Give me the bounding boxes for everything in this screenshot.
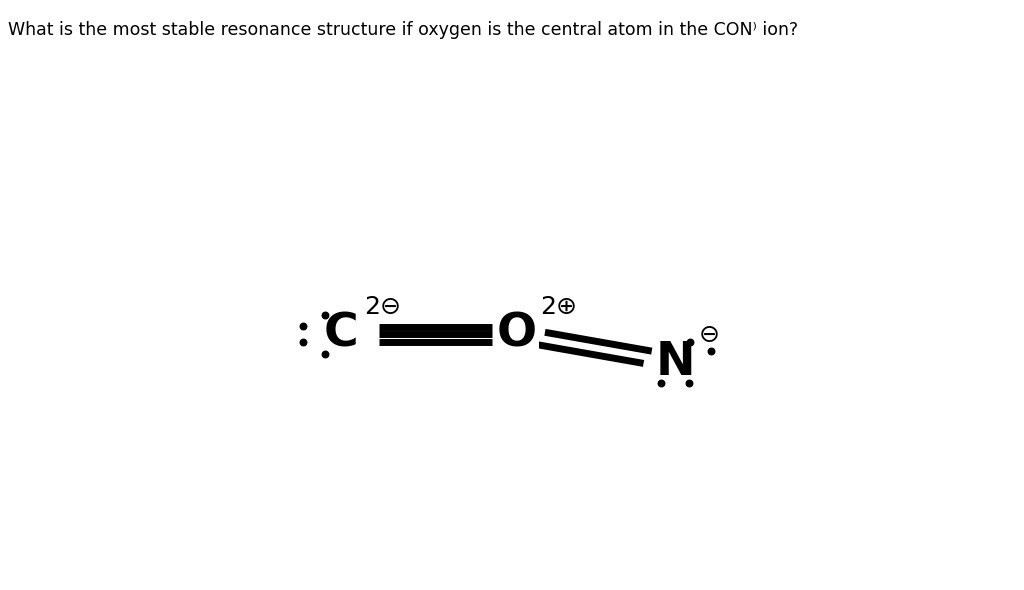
Point [295,337,311,347]
Text: ⊗: ⊗ [101,73,117,91]
Text: ↺: ↺ [15,73,31,91]
Text: C: C [324,312,358,357]
Text: ⊖: ⊖ [698,323,720,348]
Text: 2D: 2D [130,73,156,91]
Text: P: P [986,401,997,416]
Text: What is the most stable resonance structure if oxygen is the central atom in the: What is the most stable resonance struct… [8,21,799,39]
Text: S: S [986,320,997,336]
Text: □: □ [20,466,36,481]
Text: ↻: ↻ [44,73,59,91]
Text: ◇: ◇ [23,188,34,202]
Text: 2⊕: 2⊕ [541,296,578,319]
Text: +: + [22,299,35,314]
Point [702,346,719,356]
Text: ••: •• [19,410,37,425]
Point [682,337,698,347]
Point [316,310,333,320]
Text: −: − [22,355,35,369]
Point [653,378,670,387]
Text: I: I [989,522,994,537]
Text: /: / [26,243,31,258]
Text: 2⊖: 2⊖ [365,296,401,319]
Point [316,349,333,358]
Text: N: N [985,240,998,255]
Text: N: N [655,340,695,385]
Point [680,378,696,387]
Text: H: H [985,159,998,175]
Text: C: C [986,200,997,215]
Text: O: O [497,312,537,357]
Text: F: F [986,361,997,376]
Text: Br: Br [982,481,1001,497]
Text: Cl: Cl [984,441,999,456]
Point [295,322,311,331]
Text: ↩: ↩ [73,73,88,91]
Text: ::::: :::: [985,130,998,140]
Text: O: O [985,280,998,296]
